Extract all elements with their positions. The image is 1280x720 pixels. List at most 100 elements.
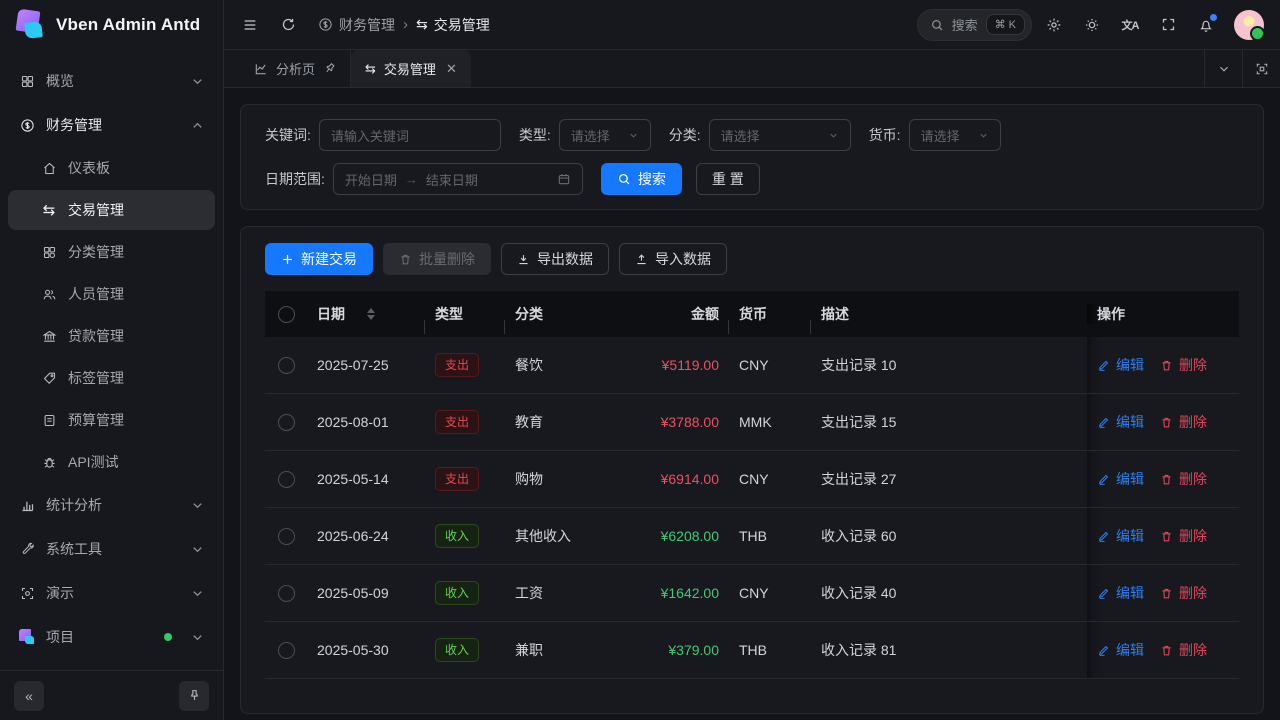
tab-transactions[interactable]: ⇆ 交易管理 ✕ bbox=[351, 50, 471, 87]
select-all-checkbox[interactable] bbox=[277, 305, 295, 323]
download-icon bbox=[517, 253, 530, 266]
settings-button[interactable] bbox=[1038, 9, 1070, 41]
sidebar-item-budgets[interactable]: 预算管理 bbox=[8, 400, 215, 440]
delete-button[interactable]: 删除 bbox=[1160, 583, 1207, 603]
row-checkbox[interactable] bbox=[277, 470, 295, 488]
plus-icon bbox=[281, 253, 294, 266]
cell-currency: CNY bbox=[739, 585, 769, 601]
tab-bar: 分析页 ⇆ 交易管理 ✕ bbox=[224, 50, 1280, 88]
trash-icon bbox=[1162, 645, 1171, 655]
reset-button[interactable]: 重 置 bbox=[695, 163, 760, 195]
date-range-picker[interactable]: 开始日期 → 结束日期 bbox=[332, 163, 583, 195]
breadcrumb-separator: › bbox=[403, 16, 408, 33]
sidebar-menu: 概览 财务管理 仪表板 ⇆ 交易管理 分类管理 人员管理 贷款管理 标签管理 预算管理 API测试统… bbox=[0, 50, 223, 670]
sidebar-item-api-test[interactable]: API测试 bbox=[8, 442, 215, 482]
import-data-button[interactable]: 导入数据 bbox=[619, 243, 727, 275]
close-tab-icon[interactable]: ✕ bbox=[445, 60, 457, 76]
keyword-input[interactable]: 请输入关键词 bbox=[318, 119, 501, 151]
sidebar-item-transactions[interactable]: ⇆ 交易管理 bbox=[8, 190, 215, 230]
collapse-sidebar-button[interactable]: « bbox=[14, 680, 44, 711]
column-header-currency: 货币 bbox=[729, 304, 811, 334]
cell-amount: ¥1642.00 bbox=[660, 585, 719, 601]
keyword-label: 关键词: bbox=[265, 127, 311, 143]
row-checkbox[interactable] bbox=[277, 641, 295, 659]
search-button[interactable]: 搜索 bbox=[600, 163, 682, 195]
sidebar-item-loans[interactable]: 贷款管理 bbox=[8, 316, 215, 356]
user-avatar[interactable] bbox=[1234, 9, 1265, 41]
filter-panel: 关键词: 请输入关键词 类型: 请选择 分类: 请选择 bbox=[240, 104, 1264, 210]
edit-button[interactable]: 编辑 bbox=[1097, 583, 1144, 603]
edit-button[interactable]: 编辑 bbox=[1097, 640, 1144, 660]
edit-button[interactable]: 编辑 bbox=[1097, 469, 1144, 489]
app-logo[interactable]: Vben Admin Antd bbox=[0, 0, 223, 50]
category-select[interactable]: 请选择 bbox=[708, 119, 851, 151]
edit-button[interactable]: 编辑 bbox=[1097, 412, 1144, 432]
theme-toggle-button[interactable] bbox=[1076, 9, 1108, 41]
fullscreen-button[interactable] bbox=[1152, 9, 1184, 41]
start-date-input[interactable]: 开始日期 bbox=[344, 172, 397, 188]
table-row[interactable]: 2025-05-30 收入 兼职 ¥379.00 THB 收入记录 81 编辑 … bbox=[265, 622, 1239, 679]
delete-button[interactable]: 删除 bbox=[1160, 412, 1207, 432]
trash-icon bbox=[1162, 474, 1171, 484]
batch-delete-button[interactable]: 批量删除 bbox=[383, 243, 491, 275]
sort-icon[interactable] bbox=[367, 308, 375, 320]
table-row[interactable]: 2025-05-14 支出 购物 ¥6914.00 CNY 支出记录 27 编辑… bbox=[265, 451, 1239, 508]
hamburger-icon bbox=[244, 19, 256, 30]
sidebar-item-members[interactable]: 人员管理 bbox=[8, 274, 215, 314]
sidebar-item-finance[interactable]: 财务管理 bbox=[8, 104, 215, 146]
type-select[interactable]: 请选择 bbox=[558, 119, 651, 151]
table-row[interactable]: 2025-05-09 收入 工资 ¥1642.00 CNY 收入记录 40 编辑… bbox=[265, 565, 1239, 622]
transactions-panel: 新建交易 批量删除 导出数据 导入数据 bbox=[240, 226, 1264, 714]
type-badge: 支出 bbox=[435, 353, 480, 377]
edit-button[interactable]: 编辑 bbox=[1097, 355, 1144, 375]
column-header-date[interactable]: 日期 bbox=[307, 304, 425, 334]
breadcrumb-item-transactions[interactable]: ⇆ 交易管理 bbox=[416, 16, 490, 33]
delete-button[interactable]: 删除 bbox=[1160, 355, 1207, 375]
delete-button[interactable]: 删除 bbox=[1160, 526, 1207, 546]
chevron-down-icon bbox=[190, 586, 205, 601]
delete-button[interactable]: 删除 bbox=[1160, 469, 1207, 489]
edit-button[interactable]: 编辑 bbox=[1097, 526, 1144, 546]
row-checkbox[interactable] bbox=[277, 527, 295, 545]
delete-button[interactable]: 删除 bbox=[1160, 640, 1207, 660]
type-badge: 支出 bbox=[435, 467, 480, 491]
table-row[interactable]: 2025-07-25 支出 餐饮 ¥5119.00 CNY 支出记录 10 编辑… bbox=[265, 337, 1239, 394]
currency-select[interactable]: 请选择 bbox=[908, 119, 1001, 151]
type-badge: 收入 bbox=[435, 524, 480, 548]
sidebar-item-system-tools[interactable]: 系统工具 bbox=[8, 528, 215, 570]
sidebar-item-dashboard[interactable]: 仪表板 bbox=[8, 148, 215, 188]
sidebar-item-categories[interactable]: 分类管理 bbox=[8, 232, 215, 272]
tab-menu-button[interactable] bbox=[1204, 50, 1242, 87]
chevron-down-icon bbox=[1219, 66, 1228, 72]
notifications-button[interactable] bbox=[1190, 9, 1222, 41]
maximize-content-button[interactable] bbox=[1242, 50, 1280, 87]
breadcrumb-item-finance[interactable]: 财务管理 bbox=[318, 15, 395, 35]
menu-toggle-button[interactable] bbox=[234, 9, 266, 41]
tab-analysis[interactable]: 分析页 bbox=[240, 50, 352, 87]
export-data-button[interactable]: 导出数据 bbox=[501, 243, 609, 275]
sidebar-item-statistics[interactable]: 统计分析 bbox=[8, 484, 215, 526]
sidebar-item-tags[interactable]: 标签管理 bbox=[8, 358, 215, 398]
end-date-input[interactable]: 结束日期 bbox=[425, 172, 478, 188]
table-row[interactable]: 2025-06-24 收入 其他收入 ¥6208.00 THB 收入记录 60 … bbox=[265, 508, 1239, 565]
sidebar-item-overview[interactable]: 概览 bbox=[8, 60, 215, 102]
dollar-circle-icon bbox=[18, 118, 36, 133]
sidebar-item-demo[interactable]: 演示 bbox=[8, 572, 215, 614]
cell-amount: ¥6208.00 bbox=[660, 528, 719, 544]
row-checkbox[interactable] bbox=[277, 413, 295, 431]
pin-sidebar-button[interactable] bbox=[179, 680, 209, 711]
global-search[interactable]: 搜索 ⌘ K bbox=[916, 8, 1032, 41]
chevron-down-icon bbox=[828, 130, 839, 141]
new-transaction-button[interactable]: 新建交易 bbox=[265, 243, 373, 275]
table-row[interactable]: 2025-08-01 支出 教育 ¥3788.00 MMK 支出记录 15 编辑… bbox=[265, 394, 1239, 451]
sidebar-item-project[interactable]: 项目 bbox=[8, 616, 215, 658]
refresh-button[interactable] bbox=[272, 9, 304, 41]
row-checkbox[interactable] bbox=[277, 356, 295, 374]
language-button[interactable]: 文A bbox=[1114, 9, 1146, 41]
row-checkbox[interactable] bbox=[277, 584, 295, 602]
pin-icon[interactable] bbox=[323, 62, 336, 75]
cell-currency: CNY bbox=[739, 471, 769, 487]
cell-category: 工资 bbox=[515, 585, 543, 601]
line-chart-icon bbox=[254, 62, 268, 76]
